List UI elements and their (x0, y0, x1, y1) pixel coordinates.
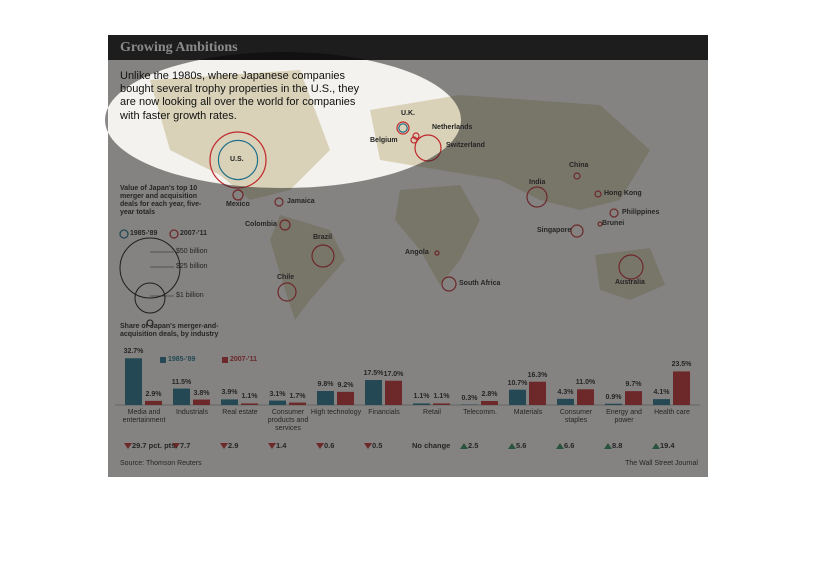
category-label: Telecomm. (463, 409, 497, 416)
map-label: Netherlands (432, 124, 473, 131)
map-label: Belgium (370, 137, 398, 144)
change-label: 19.4 (660, 441, 675, 450)
value-label: 11.5% (171, 378, 192, 386)
change-label: 0.5 (372, 441, 383, 450)
map-label: India (529, 179, 546, 186)
value-label: 1.1% (241, 393, 258, 401)
bar-chart-title: Share of Japan's merger-and-acquisition … (120, 323, 219, 339)
map-label: South Africa (459, 280, 501, 287)
value-label: 23.5% (671, 361, 692, 369)
category-label: Health care (654, 409, 690, 416)
map-label: China (569, 162, 589, 169)
map-legend-title: Value of Japan's top 10 merger and acqui… (120, 185, 202, 217)
value-label: 17.0% (383, 370, 404, 378)
intro-text: Unlike the 1980s, where Japanese compani… (120, 70, 360, 122)
change-label: 1.4 (276, 441, 287, 450)
map-label: Brunei (602, 220, 625, 227)
category-label: High technology (310, 409, 362, 416)
map-label: Colombia (245, 221, 277, 228)
value-label: 3.8% (193, 389, 210, 397)
category-label: Industrials (176, 409, 208, 416)
value-label: 11.0% (575, 379, 596, 387)
map-label: Jamaica (287, 198, 315, 205)
size-label: $25 billion (176, 263, 208, 270)
category-label: Real estate (222, 409, 258, 416)
map-label: Philippines (622, 209, 660, 216)
category-label: Media and entertainment (122, 409, 166, 425)
category-label: Financials (368, 409, 400, 416)
map-legend-label: 2007-'11 (180, 230, 207, 237)
value-label: 32.7% (123, 348, 144, 356)
map-label: Singapore (537, 227, 572, 234)
legend-label: 2007-'11 (230, 356, 257, 363)
category-label: Consumer products and services (267, 409, 309, 433)
category-label: Retail (423, 409, 441, 416)
category-label: Materials (513, 409, 543, 416)
change-label: 7.7 (180, 441, 191, 450)
map-label: Angola (405, 249, 429, 256)
map-legend-label: 1985-'89 (130, 230, 158, 237)
value-label: 4.3% (557, 388, 574, 396)
map-label: Australia (615, 279, 645, 286)
change-label: No change (412, 441, 451, 450)
value-label: 1.7% (289, 392, 306, 400)
change-label: 29.7 pct. pts. (132, 441, 178, 450)
change-label: 0.6 (324, 441, 335, 450)
change-label: 5.6 (516, 441, 527, 450)
map-label: Brazil (313, 234, 333, 241)
size-label: $1 billion (176, 292, 204, 299)
credit: The Wall Street Journal (625, 460, 698, 467)
value-label: 4.1% (653, 389, 670, 397)
value-label: 9.2% (337, 381, 354, 389)
category-label: Energy and power (606, 409, 642, 425)
size-label: $50 billion (176, 248, 208, 255)
value-label: 16.3% (527, 371, 548, 379)
value-label: 2.8% (481, 391, 498, 398)
legend-label: 1985-'89 (168, 356, 196, 363)
change-label: 6.6 (564, 441, 575, 450)
map-label: Switzerland (446, 142, 485, 149)
change-label: 2.9 (228, 441, 239, 450)
change-label: 2.5 (468, 441, 479, 450)
category-label: Consumer staples (559, 409, 593, 425)
source: Source: Thomson Reuters (120, 460, 202, 467)
value-label: 9.7% (625, 381, 642, 389)
value-label: 10.7% (507, 379, 528, 387)
map-label: Mexico (226, 201, 250, 208)
map-label: Chile (277, 274, 295, 281)
value-label: 1.1% (433, 393, 450, 401)
value-label: 2.9% (145, 390, 162, 398)
map-label: U.K. (401, 110, 415, 117)
change-label: 8.8 (612, 441, 623, 450)
map-label: Hong Kong (604, 190, 642, 197)
value-label: 0.9% (605, 393, 622, 401)
map-label: U.S. (230, 156, 244, 163)
